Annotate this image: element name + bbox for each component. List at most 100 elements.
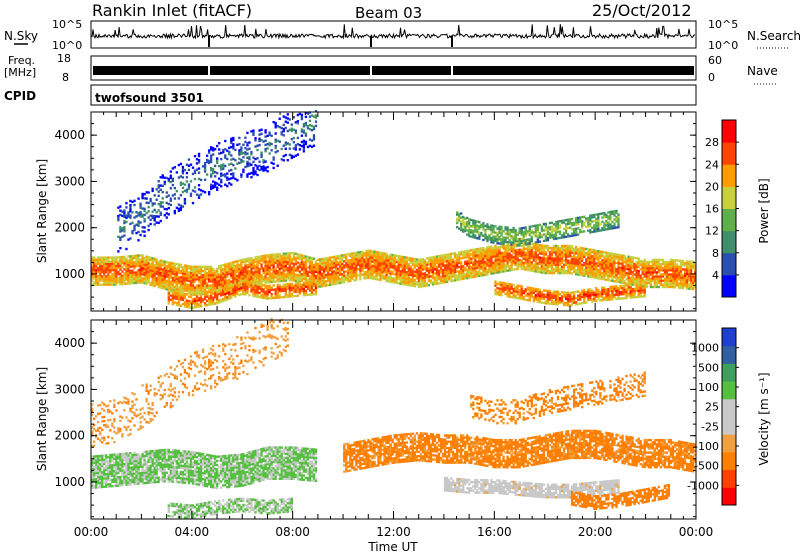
data-cell <box>441 254 445 257</box>
data-cell <box>445 276 449 279</box>
data-cell <box>181 176 185 179</box>
data-cell <box>296 257 300 260</box>
data-cell <box>367 249 370 252</box>
data-cell <box>514 296 517 299</box>
data-cell <box>359 263 362 266</box>
data-cell <box>397 271 400 275</box>
data-cell <box>550 302 554 306</box>
data-cell <box>407 277 410 281</box>
data-cell <box>244 264 247 267</box>
data-cell <box>216 161 219 164</box>
data-cell <box>278 277 281 281</box>
data-cell <box>365 260 368 263</box>
data-cell <box>234 167 237 170</box>
data-cell <box>111 266 114 270</box>
data-cell <box>504 269 507 273</box>
data-cell <box>441 277 445 280</box>
data-cell <box>248 294 251 297</box>
data-cell <box>407 275 410 278</box>
data-cell <box>482 257 485 260</box>
data-cell <box>218 299 221 302</box>
data-cell <box>201 300 205 303</box>
data-cell <box>270 142 273 146</box>
data-cell <box>135 264 138 268</box>
data-cell <box>234 282 237 286</box>
data-cell <box>175 267 179 270</box>
data-cell <box>169 203 172 207</box>
data-cell <box>385 263 388 266</box>
data-cell <box>250 281 253 285</box>
data-cell <box>437 257 441 260</box>
data-cell <box>542 244 546 248</box>
data-cell <box>131 277 134 281</box>
data-cell <box>593 230 596 233</box>
data-cell <box>236 278 239 282</box>
data-cell <box>127 267 130 271</box>
data-cell <box>413 262 416 265</box>
data-cell <box>127 238 130 241</box>
data-cell <box>197 154 201 158</box>
data-cell <box>579 246 582 250</box>
data-cell <box>214 278 217 281</box>
data-cell <box>500 253 503 257</box>
data-cell <box>177 263 181 266</box>
data-cell <box>234 177 237 181</box>
data-cell <box>312 268 316 271</box>
data-cell <box>502 266 505 269</box>
data-cell <box>274 132 277 135</box>
data-cell <box>123 278 126 281</box>
data-cell <box>165 281 168 285</box>
data-cell <box>222 289 225 292</box>
data-cell <box>496 265 499 268</box>
data-cell <box>244 274 247 278</box>
data-cell <box>127 263 130 266</box>
data-cell <box>579 269 582 272</box>
data-cell <box>123 215 126 219</box>
data-cell <box>528 286 531 290</box>
data-cell <box>591 248 594 252</box>
data-cell <box>566 271 570 275</box>
data-cell <box>228 283 231 286</box>
data-cell <box>155 221 158 224</box>
data-cell <box>423 259 427 263</box>
data-cell <box>232 283 235 286</box>
data-cell <box>393 264 396 268</box>
data-cell <box>522 257 525 260</box>
data-cell <box>581 274 584 277</box>
data-cell <box>304 278 308 281</box>
data-cell <box>439 281 443 285</box>
data-cell <box>514 259 517 263</box>
data-cell <box>266 268 269 272</box>
data-cell <box>419 264 423 267</box>
data-cell <box>534 251 537 254</box>
data-cell <box>330 272 334 276</box>
data-cell <box>209 185 213 189</box>
data-cell <box>175 277 179 280</box>
data-cell <box>318 270 322 274</box>
data-cell <box>587 250 590 253</box>
data-cell <box>534 253 537 256</box>
data-cell <box>191 267 195 271</box>
data-cell <box>502 236 505 239</box>
data-cell <box>250 163 253 166</box>
data-cell <box>121 282 124 286</box>
data-cell <box>99 277 102 280</box>
data-cell <box>232 287 235 291</box>
data-cell <box>187 306 191 309</box>
data-cell <box>522 289 525 293</box>
data-cell <box>552 233 556 237</box>
data-cell <box>572 253 576 257</box>
data-cell <box>353 256 356 259</box>
data-cell <box>109 270 112 274</box>
data-cell <box>399 257 402 260</box>
data-cell <box>570 255 574 258</box>
data-cell <box>417 267 421 270</box>
data-cell <box>258 143 261 147</box>
data-cell <box>224 269 227 273</box>
data-cell <box>558 232 562 235</box>
data-cell <box>294 282 297 285</box>
data-cell <box>504 232 507 235</box>
data-cell <box>145 261 148 265</box>
data-cell <box>558 251 562 254</box>
data-cell <box>570 257 574 261</box>
